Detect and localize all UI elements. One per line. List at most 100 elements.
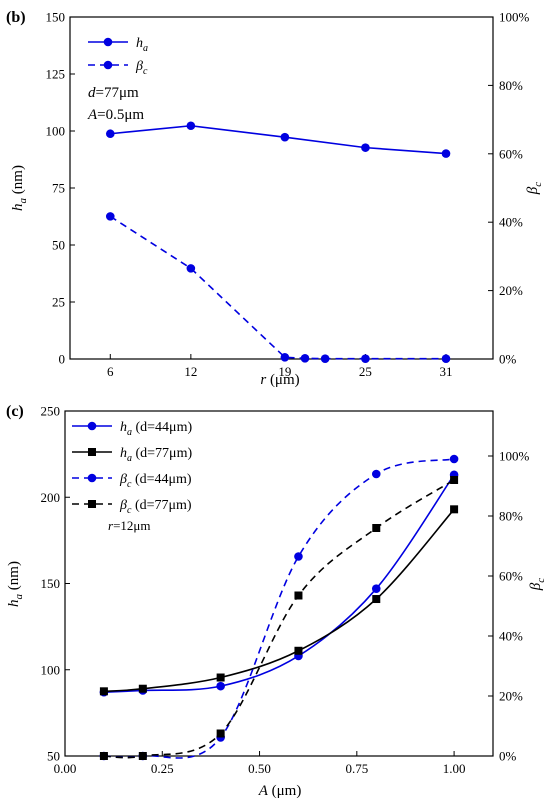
y2-tick-label-b: 40% [499, 215, 523, 230]
series-line-c-1 [103, 508, 455, 693]
data-point-c-2 [371, 469, 381, 479]
x-tick-label-c: 0.50 [248, 761, 271, 776]
data-point-c-3 [450, 476, 459, 484]
x-tick-label-b: 31 [440, 364, 453, 379]
y-tick-label-b: 0 [59, 352, 66, 367]
data-point-c-1 [450, 505, 459, 514]
data-point-c-0 [216, 681, 225, 691]
y2-tick-label-c: 100% [499, 449, 530, 464]
y2-tick-label-c: 20% [499, 689, 523, 704]
y2-tick-label-b: 80% [499, 78, 523, 93]
y2-tick-label-b: 60% [499, 146, 523, 161]
legend-label-b-1: βc [135, 59, 148, 77]
panel-c-chart: (c) 0.00 0.25 0.50 0.75 1.00 50 100 150 200 250 0%… [6, 403, 547, 799]
data-point-b-0 [105, 129, 115, 139]
axes-ticks-b: 6 12 19 25 31 0 25 50 75 100 125 150 0% 20% 40% 60% 80% 1… [46, 10, 530, 380]
data-point-c-3 [372, 524, 381, 532]
y-axis-label-b: ha (nm) [10, 165, 29, 211]
y-tick-label-c: 100 [41, 662, 61, 677]
y-tick-label-c: 150 [41, 576, 61, 591]
legend-marker-c-1 [88, 448, 96, 456]
series-line-b-0 [110, 124, 447, 155]
y-tick-label-b: 25 [52, 295, 65, 310]
data-point-b-1 [320, 354, 330, 363]
x-tick-label-c: 1.00 [443, 761, 466, 776]
data-point-c-1 [294, 646, 303, 655]
data-point-b-1 [280, 352, 290, 362]
data-point-c-2 [294, 552, 303, 561]
legend-marker-b-1 [103, 60, 113, 70]
y2-tick-label-c: 80% [499, 509, 523, 524]
y-tick-label-b: 100 [46, 124, 66, 139]
y-tick-label-b: 125 [46, 67, 66, 82]
data-point-c-3 [99, 752, 108, 760]
legend-marker-b-0 [103, 37, 113, 47]
y2-axis-label-c: βc [528, 578, 547, 591]
x-tick-label-b: 6 [107, 364, 114, 379]
data-point-b-1 [186, 264, 196, 273]
x-axis-label-b: r (μm) [260, 372, 299, 388]
data-point-c-2 [449, 454, 459, 464]
y2-tick-label-c: 0% [499, 749, 517, 764]
legend-marker-c-3 [88, 500, 96, 508]
data-point-b-0 [186, 121, 196, 131]
data-point-c-3 [294, 591, 303, 600]
data-point-b-1 [105, 212, 115, 221]
y-axis-label-c: ha (nm) [6, 561, 25, 607]
legend-c: ha (d=44μm) ha (d=77μm) βc (d=44μm) βc (d=7… [72, 420, 192, 516]
y-tick-label-b: 75 [52, 181, 65, 196]
y-tick-label-b: 50 [52, 238, 65, 253]
x-tick-label-c: 0.25 [151, 761, 174, 776]
x-tick-label-b: 25 [359, 364, 372, 379]
data-point-c-1 [138, 684, 147, 693]
panel-label-b: (b) [6, 9, 26, 26]
annotation-d-b: d=77μm [88, 85, 139, 101]
series-line-b-1 [109, 215, 446, 360]
y-tick-label-c: 250 [41, 404, 61, 419]
data-point-b-0 [361, 143, 370, 152]
legend-b: ha βc [88, 36, 148, 77]
x-axis-label-c: A (μm) [258, 783, 302, 799]
axes-ticks-c: 0.00 0.25 0.50 0.75 1.00 50 100 150 200 250 0% 20% 4… [41, 404, 530, 777]
x-tick-label-b: 19 [278, 364, 291, 379]
data-point-c-3 [138, 752, 147, 760]
x-tick-label-b: 12 [184, 364, 197, 379]
data-point-b-0 [280, 132, 290, 142]
annotation-r-c: r=12μm [108, 518, 150, 533]
data-point-b-1 [300, 354, 310, 363]
legend-label-c-3: βc (d=77μm) [119, 498, 192, 516]
legend-label-c-1: ha (d=77μm) [120, 446, 192, 464]
legend-marker-c-0 [87, 421, 97, 431]
y2-tick-label-c: 60% [499, 569, 523, 584]
y-tick-label-b: 150 [46, 10, 66, 25]
panel-label-c: (c) [6, 403, 24, 420]
data-point-c-1 [216, 673, 225, 682]
legend-label-c-0: ha (d=44μm) [120, 420, 192, 438]
legend-label-c-2: βc (d=44μm) [119, 472, 192, 490]
data-point-b-0 [441, 149, 451, 158]
y2-tick-label-b: 20% [499, 283, 523, 298]
data-point-c-3 [216, 729, 225, 738]
legend-label-b-0: ha [136, 36, 148, 54]
annotation-a-b: A=0.5μm [87, 107, 144, 123]
series-line-c-3 [103, 479, 455, 759]
y2-tick-label-b: 100% [499, 10, 530, 25]
data-point-c-1 [99, 687, 108, 696]
data-point-b-1 [361, 354, 370, 363]
y2-axis-label-b: βc [525, 182, 544, 195]
panel-b-chart: (b) 6 12 19 25 31 0 25 50 75 100 125 150 0% 20% 40% 60%… [6, 9, 544, 388]
plot-frame-b [69, 16, 494, 360]
series-layer-b [105, 121, 451, 363]
x-tick-label-c: 0.75 [345, 761, 368, 776]
data-point-c-1 [372, 595, 381, 604]
y-tick-label-c: 50 [47, 749, 60, 764]
y2-tick-label-b: 0% [499, 352, 517, 367]
series-layer-c [99, 454, 459, 761]
data-point-b-1 [441, 354, 451, 363]
y-tick-label-c: 200 [41, 490, 61, 505]
y2-tick-label-c: 40% [499, 629, 523, 644]
x-tick-label-c: 0.00 [54, 761, 77, 776]
data-point-c-0 [371, 584, 381, 593]
legend-marker-c-2 [87, 473, 97, 483]
